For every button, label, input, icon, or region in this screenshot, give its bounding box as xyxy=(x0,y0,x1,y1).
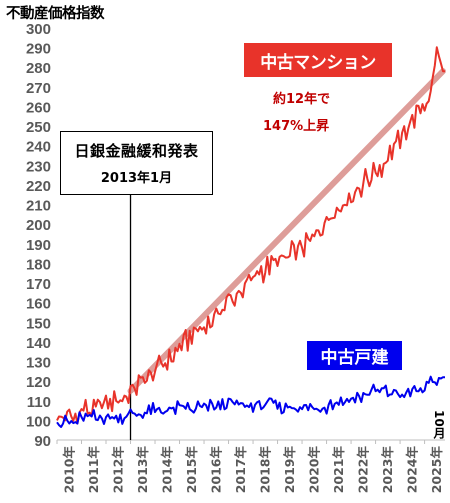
x-tick-label: 2010年 xyxy=(61,446,76,494)
y-tick-label: 300 xyxy=(26,21,51,38)
y-tick-label: 230 xyxy=(26,158,51,175)
x-tick-label: 2025年 xyxy=(429,446,444,494)
x-tick-label: 2013年 xyxy=(135,446,150,494)
y-tick-label: 120 xyxy=(26,374,51,391)
y-tick-label: 260 xyxy=(26,99,51,116)
x-tick-label: 2016年 xyxy=(208,446,223,494)
annotation-mansion: 中古マンション xyxy=(244,43,392,77)
x-tick-label: 2014年 xyxy=(159,446,174,494)
x-tick-label: 2018年 xyxy=(257,446,272,494)
y-tick-label: 110 xyxy=(27,394,51,411)
x-axis xyxy=(56,439,445,444)
x-end-label: 10月 xyxy=(432,410,446,439)
x-tick-label: 2011年 xyxy=(86,446,101,494)
y-tick-label: 170 xyxy=(26,276,51,293)
y-axis: 90 100 110 120 130 140 150 160 170 180 190 200 210 22… xyxy=(26,21,51,450)
y-tick-label: 130 xyxy=(26,355,51,372)
x-tick-labels: 2010年 2011年 2012年 2013年 2014年 2015年 2016年 2017年… xyxy=(61,446,444,494)
annotation-boj-label: 日銀金融緩和発表 xyxy=(74,142,199,160)
x-tick-label: 2019年 xyxy=(282,446,297,494)
series-line-mansion xyxy=(56,46,445,425)
y-tick-label: 150 xyxy=(26,315,51,332)
x-tick-label: 2023年 xyxy=(380,446,395,494)
annotation-mansion-note-2: 147%上昇 xyxy=(263,119,330,134)
x-tick-label: 2024年 xyxy=(404,446,419,494)
y-tick-label: 190 xyxy=(26,237,51,254)
annotation-boj-date: 2013年1月 xyxy=(100,171,173,186)
y-tick-label: 140 xyxy=(26,335,51,352)
x-tick-label: 2017年 xyxy=(233,446,248,494)
y-tick-label: 280 xyxy=(26,60,51,77)
x-tick-label: 2021年 xyxy=(331,446,346,494)
y-tick-label: 210 xyxy=(26,198,51,215)
y-tick-label: 240 xyxy=(26,139,51,156)
series-line-kodate xyxy=(56,375,445,428)
chart-title: 不動産価格指数 xyxy=(6,6,105,22)
y-tick-label: 100 xyxy=(26,413,51,430)
y-tick-label: 220 xyxy=(26,178,51,195)
x-tick-label: 2022年 xyxy=(355,446,370,494)
x-tick-label: 2020年 xyxy=(306,446,321,494)
y-tick-label: 90 xyxy=(34,433,51,450)
x-tick-label: 2012年 xyxy=(110,446,125,494)
y-tick-label: 200 xyxy=(26,217,51,234)
annotation-boj: 日銀金融緩和発表 2013年1月 xyxy=(60,131,213,195)
y-tick-label: 180 xyxy=(26,256,51,273)
y-tick-label: 290 xyxy=(26,41,51,58)
y-tick-label: 250 xyxy=(26,119,51,136)
annotation-mansion-note-1: 約12年で xyxy=(273,92,331,107)
x-tick-label: 2015年 xyxy=(184,446,199,494)
y-tick-label: 270 xyxy=(26,80,51,97)
y-tick-label: 160 xyxy=(26,296,51,313)
annotation-kodate: 中古戸建 xyxy=(307,341,402,370)
